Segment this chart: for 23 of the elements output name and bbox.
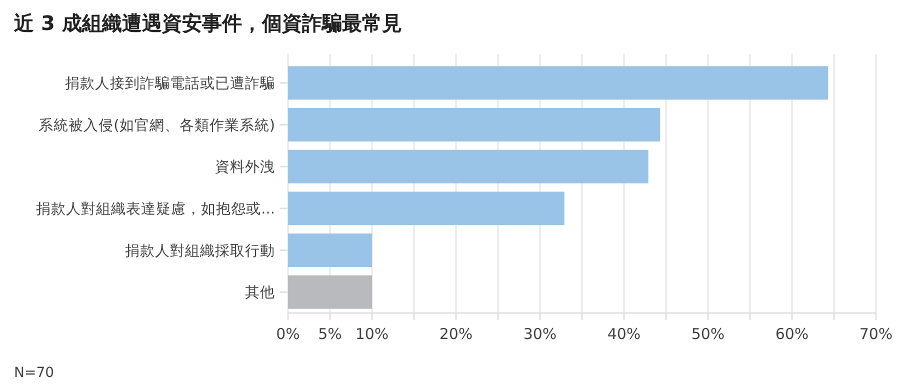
- x-tick-label: 60%: [775, 325, 809, 343]
- bar: [288, 234, 372, 267]
- y-tick-label: 捐款人對組織採取行動: [125, 242, 275, 260]
- x-tick-label: 10%: [355, 325, 389, 343]
- text: N=70: [14, 365, 54, 381]
- x-tick-label: 20%: [439, 325, 473, 343]
- y-tick-label: 捐款人對組織表達疑慮，如抱怨或...: [36, 200, 275, 218]
- bar: [288, 66, 828, 100]
- bar: [288, 108, 660, 142]
- chart-title: 近 3 成組織遭遇資安事件，個資詐騙最常見: [13, 11, 402, 35]
- bar: [288, 192, 564, 226]
- bar: [288, 150, 648, 184]
- x-tick-label: 40%: [607, 325, 641, 343]
- y-tick-label: 其他: [245, 284, 275, 302]
- x-tick-label: 5%: [318, 325, 342, 343]
- x-tick-label: 70%: [859, 325, 893, 343]
- x-tick-label: 50%: [691, 325, 725, 343]
- y-tick-label: 捐款人接到詐騙電話或已遭詐騙: [65, 74, 275, 92]
- x-tick-label: 30%: [523, 325, 557, 343]
- x-tick-label: 0%: [276, 325, 300, 343]
- y-tick-label: 資料外洩: [215, 158, 275, 176]
- y-tick-label: 系統被入侵(如官網、各類作業系統): [38, 116, 275, 134]
- bar: [288, 275, 372, 309]
